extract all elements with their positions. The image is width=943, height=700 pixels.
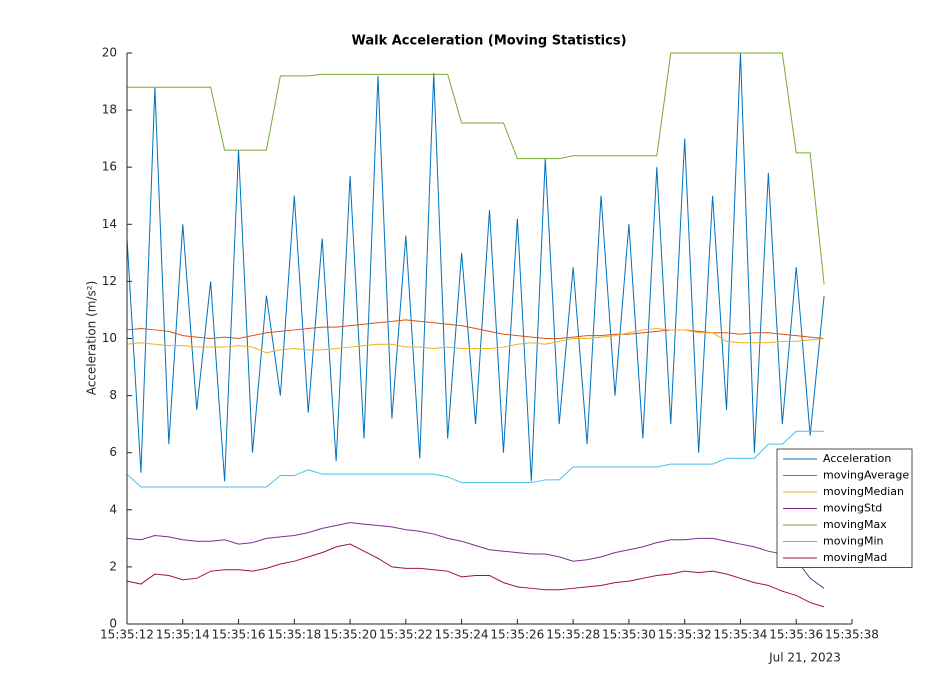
series-line [127,52,825,285]
legend-label: movingMax [823,518,887,531]
y-tick-label: 16 [102,160,117,174]
x-tick-label: 15:35:20 [323,628,377,642]
legend: Acceleration movingAverage movingMedian mov… [776,448,913,568]
y-tick-label: 20 [102,46,117,60]
x-tick-label: 15:35:34 [714,628,768,642]
x-tick-label: 15:35:38 [825,628,879,642]
x-tick-label: 15:35:26 [490,628,544,642]
x-tick-label: 15:35:36 [769,628,823,642]
legend-label: movingMin [823,535,884,548]
legend-label: movingStd [823,502,882,515]
legend-label: movingAverage [823,469,909,482]
legend-label: movingMad [823,551,887,564]
x-tick-label: 15:35:30 [602,628,656,642]
y-axis-label: Acceleration (m/s²) [85,281,99,396]
series-line [126,522,825,589]
y-tick-label: 10 [102,331,117,345]
x-tick-label: 15:35:28 [546,628,600,642]
x-tick-label: 15:35:16 [212,628,266,642]
x-tick-label: 15:35:22 [379,628,433,642]
legend-label: Acceleration [823,452,891,465]
y-tick-label: 12 [102,274,117,288]
series-line [126,328,825,354]
y-tick-label: 0 [109,617,117,631]
series-line [126,430,825,488]
x-tick-label: 15:35:12 [100,628,154,642]
y-tick-label: 4 [109,502,117,516]
y-tick-label: 6 [109,445,117,459]
x-tick-label: 15:35:24 [435,628,489,642]
y-tick-label: 14 [102,217,117,231]
date-label: Jul 21, 2023 [768,651,841,665]
x-tick-label: 15:35:18 [267,628,321,642]
y-tick-label: 8 [109,388,117,402]
chart-title: Walk Acceleration (Moving Statistics) [351,34,626,49]
plot-area [126,52,825,608]
y-tick-label: 2 [109,559,117,573]
legend-label: movingMedian [823,485,904,498]
x-tick-label: 15:35:32 [658,628,712,642]
series-line [126,543,825,608]
x-tick-label: 15:35:14 [156,628,210,642]
y-tick-label: 18 [102,103,117,117]
series-line [126,52,825,482]
